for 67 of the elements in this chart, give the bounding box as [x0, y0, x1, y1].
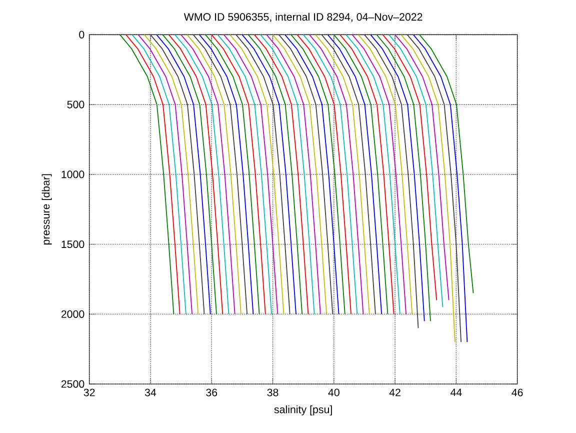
line-series [254, 34, 309, 314]
line-series [382, 34, 438, 300]
line-series [217, 34, 272, 314]
line-series [290, 34, 346, 314]
line-series [296, 34, 352, 314]
line-series [302, 34, 358, 314]
line-series [211, 34, 266, 314]
y-tick-label: 1500 [62, 240, 84, 248]
line-series [278, 34, 334, 314]
line-series [138, 34, 193, 314]
line-series [327, 34, 382, 314]
x-tick-label: 34 [144, 388, 156, 396]
x-tick-label: 40 [328, 388, 340, 396]
line-series [132, 34, 186, 314]
line-series [144, 34, 199, 314]
line-series [150, 34, 205, 314]
line-series [388, 34, 444, 308]
y-tick-label: 1000 [62, 170, 84, 178]
y-tick-label: 2000 [61, 310, 84, 318]
line-series [248, 34, 303, 314]
x-tick-label: 46 [512, 388, 523, 396]
line-series [346, 34, 400, 314]
line-series [394, 34, 450, 300]
line-series [180, 34, 236, 314]
line-series [186, 34, 242, 314]
line-series [419, 34, 474, 294]
line-series [126, 34, 180, 314]
line-series [284, 34, 340, 314]
line-series [321, 34, 376, 314]
line-series [223, 34, 278, 314]
y-tick-label: 500 [67, 100, 84, 108]
line-series [364, 34, 419, 328]
line-series [192, 34, 248, 314]
line-series [156, 34, 211, 314]
line-series [308, 34, 364, 314]
line-series [352, 34, 407, 314]
chart-title: WMO ID 5906355, internal ID 8294, 04–Nov–2022 [184, 12, 422, 22]
line-series [370, 34, 425, 322]
line-series [340, 34, 394, 314]
x-axis-title: salinity [psu] [274, 405, 332, 416]
line-series [236, 34, 290, 314]
line-series [272, 34, 328, 314]
line-series [400, 34, 456, 342]
y-tick-label: 0 [79, 30, 84, 38]
line-series [412, 34, 468, 342]
y-tick-label: 2500 [61, 380, 84, 388]
line-series [174, 34, 230, 314]
line-series [229, 34, 284, 314]
line-series [198, 34, 254, 314]
x-tick-label: 36 [206, 388, 218, 396]
line-series [162, 34, 217, 314]
line-series [315, 34, 370, 314]
x-tick-label: 44 [450, 388, 462, 396]
line-series [376, 34, 431, 322]
line-series [266, 34, 321, 314]
line-series [406, 34, 462, 342]
y-axis-title: pressure [dbar] [42, 174, 52, 244]
x-tick-label: 42 [389, 388, 400, 396]
line-series [242, 34, 296, 314]
x-tick-label: 38 [267, 388, 278, 396]
line-series [333, 34, 388, 314]
line-series [168, 34, 224, 314]
line-series [205, 34, 260, 314]
line-series [260, 34, 315, 314]
line-series [119, 34, 174, 314]
line-series [358, 34, 413, 314]
x-tick-label: 32 [84, 388, 95, 396]
